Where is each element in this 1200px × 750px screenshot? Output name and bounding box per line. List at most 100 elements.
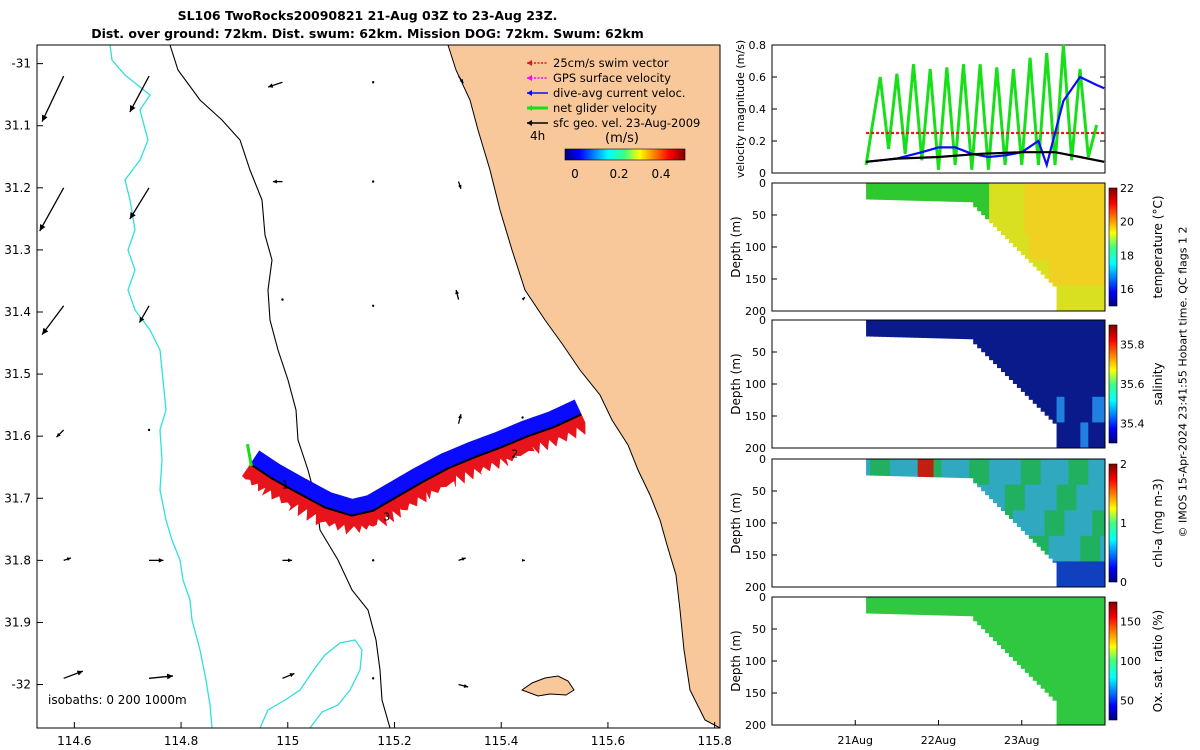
heatmap-ytick-label: 100 <box>745 655 766 668</box>
heatmap-cell <box>1084 484 1089 511</box>
legend-time-label: 4h <box>530 129 545 143</box>
heatmap-cell <box>1012 345 1018 372</box>
heatmap-cell <box>1040 622 1046 649</box>
heatmap-cell <box>901 597 907 615</box>
heatmap-cell <box>913 183 919 201</box>
heatmap-cell <box>1052 459 1058 486</box>
heatmap-cell <box>961 597 966 617</box>
heatmap-cell <box>1004 371 1010 377</box>
geo-arrow-head <box>129 105 136 113</box>
swim-vector-swath <box>242 414 586 535</box>
heatmap-cell <box>1052 699 1058 701</box>
heatmap-cell <box>1068 422 1073 449</box>
heatmap-cell <box>1100 259 1105 286</box>
heatmap-cell <box>870 320 875 337</box>
heatmap-cell <box>1052 259 1058 286</box>
heatmap-cell <box>1020 320 1026 347</box>
heatmap-cell <box>1100 673 1105 700</box>
heatmap-cell <box>1060 234 1065 261</box>
heatmap-cell <box>1052 484 1058 511</box>
map-ytick-label: 31.4 <box>4 305 31 319</box>
heatmap-cell <box>1012 622 1018 649</box>
heatmap-cell <box>1088 699 1093 726</box>
heatmap-cell <box>985 345 990 357</box>
heatmap-cell <box>1036 510 1042 537</box>
heatmap-cell <box>881 597 887 614</box>
heatmap-cell <box>1100 622 1105 649</box>
heatmap-cell <box>1024 234 1030 259</box>
legend-arrowhead <box>527 75 532 81</box>
heatmap-cell <box>1028 484 1034 511</box>
heatmap-cell <box>925 320 931 339</box>
heatmap-cell <box>1092 320 1097 347</box>
heatmap-cell <box>1100 371 1105 398</box>
heatmap-cell <box>1096 422 1101 449</box>
heatmap-cell <box>1052 208 1058 235</box>
heatmap-cell <box>1084 345 1089 372</box>
heatmap-cell <box>1088 561 1093 588</box>
heatmap-cell <box>993 345 998 365</box>
geo-arrow-head <box>76 670 83 676</box>
heatmap-cell <box>897 459 903 477</box>
heatmap-cell <box>969 183 974 203</box>
track-marker: 1 <box>282 478 289 491</box>
map-colorbar-tick: 0 <box>571 167 579 181</box>
heatmap-cell <box>1048 234 1054 261</box>
heatmap-cell <box>1048 183 1054 210</box>
heatmap-cell <box>1044 371 1050 398</box>
heatmap-cell <box>1004 208 1010 235</box>
heatmap-cell <box>937 597 942 616</box>
heatmap-cell <box>1068 673 1073 700</box>
heatmap-cell <box>957 597 962 616</box>
heatmap-cell <box>985 622 990 634</box>
heatmap-cell <box>1064 183 1069 210</box>
heatmap-cell <box>909 320 915 338</box>
heatmap-cell <box>1084 699 1089 726</box>
heatmap-cell <box>1028 510 1034 537</box>
heatmap-cell <box>1048 510 1054 537</box>
heatmap-cell <box>1100 459 1105 486</box>
heatmap-cell <box>1044 396 1050 416</box>
heatmap-cell <box>929 459 935 478</box>
heatmap-cell <box>1000 459 1006 486</box>
heatmap-cell <box>997 597 1002 624</box>
legend-entry: dive-avg current veloc. <box>553 86 686 100</box>
heatmap-cell <box>1100 561 1105 588</box>
heatmap-cell <box>1072 673 1077 700</box>
heatmap-cell <box>989 183 994 210</box>
heatmap-cell <box>1036 459 1042 486</box>
heatmap-cell <box>1044 622 1050 649</box>
heatmap-cell <box>1064 259 1069 286</box>
heatmap-cell <box>1084 234 1089 261</box>
geo-arrow-head <box>42 114 48 122</box>
heatmap-colorbar <box>1108 324 1118 444</box>
heatmap-panel: 0 50 100 150 200 Depth (m) 35.4 35.6 35.8 salinit… <box>729 314 1165 455</box>
heatmap-cell <box>1068 648 1073 675</box>
map-colorbar-tick: 0.2 <box>609 167 628 181</box>
geo-arrow <box>129 75 150 113</box>
heatmap-cell <box>1076 459 1081 486</box>
heatmap-ytick-label: 150 <box>745 273 766 286</box>
coastline-land <box>447 45 720 728</box>
heatmap-cell <box>1004 484 1010 511</box>
heatmap-cell <box>1076 396 1081 423</box>
heatmap-cell <box>953 320 958 339</box>
heatmap-cell <box>1044 459 1050 486</box>
heatmap-cell <box>1012 234 1018 247</box>
heatmap-cell <box>945 183 950 202</box>
heatmap-cell <box>925 459 931 478</box>
current-velocity-swath <box>250 399 582 516</box>
heatmap-cell <box>889 459 895 477</box>
heatmap-cell <box>1080 371 1085 398</box>
heatmap-cell <box>889 320 895 338</box>
heatmap-cell <box>1016 597 1022 624</box>
heatmap-cell <box>1096 622 1101 649</box>
heatmap-cell <box>885 597 891 615</box>
map-colorbar-tick: 0.4 <box>651 167 670 181</box>
heatmap-cell <box>921 320 927 338</box>
heatmap-cell <box>1064 699 1069 726</box>
heatmap-cell <box>1036 535 1042 547</box>
heatmap-cell <box>1040 320 1046 347</box>
map-xtick-label: 115.2 <box>377 734 411 748</box>
heatmap-cell <box>1048 597 1054 624</box>
